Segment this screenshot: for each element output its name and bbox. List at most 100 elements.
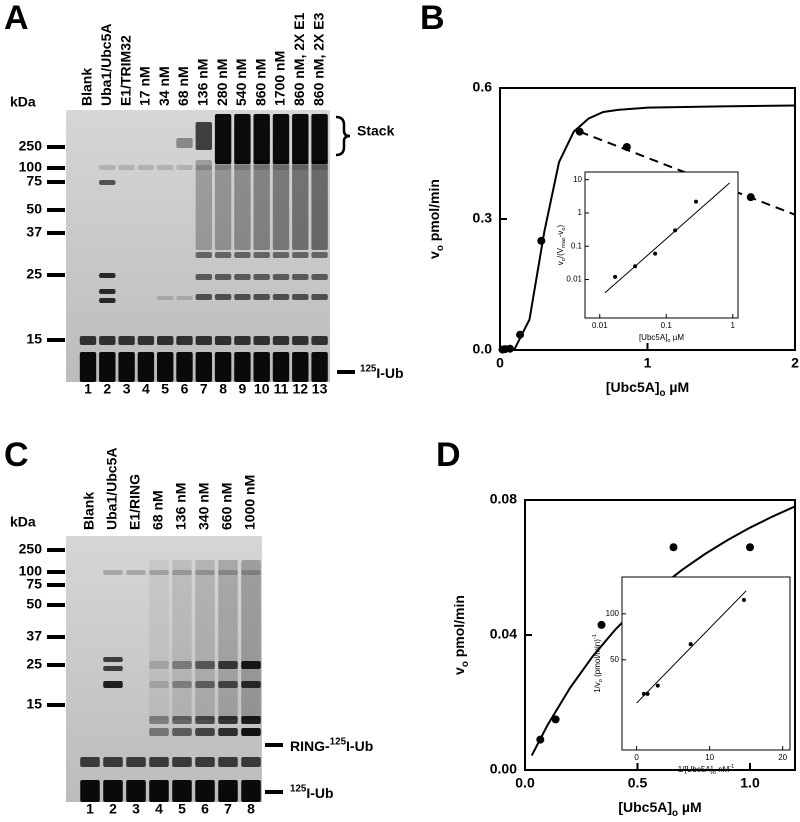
marker-tick (47, 663, 65, 667)
marker-label: 25 (26, 266, 42, 282)
gel-band (311, 274, 328, 280)
gel-band (272, 294, 290, 300)
x-tick-label: 10 (705, 753, 714, 762)
band-label: RING-125I-Ub (290, 736, 373, 754)
gel-band (311, 336, 328, 345)
gel-band (218, 716, 238, 724)
x-tick-label: 0.0 (515, 775, 535, 791)
gel-band (176, 165, 193, 170)
label-tick (265, 790, 283, 794)
label-part: v (451, 667, 467, 675)
marker-label: 50 (26, 596, 42, 612)
lane-label: 860 nM, 2X E3 (310, 12, 326, 106)
gel-band (99, 180, 116, 185)
label-part: (pmol/min) (593, 639, 602, 679)
unit-label: kDa (10, 514, 36, 530)
script-text: 125 (330, 736, 347, 747)
y-tick-label: 100 (606, 609, 620, 618)
gel-band (272, 336, 290, 345)
marker-tick (47, 180, 65, 184)
lane-label: Uba1/Ubc5A (104, 448, 120, 530)
lane-label: Blank (81, 492, 97, 530)
panel-letter: C (4, 436, 29, 474)
gel-band (214, 336, 232, 345)
lane-label: 540 nM (233, 59, 249, 106)
marker-tick (47, 570, 65, 574)
gel-band (195, 757, 215, 767)
label-part: I-Ub (376, 365, 403, 381)
gel-band (195, 570, 215, 575)
gel-band (80, 757, 100, 767)
marker-label: 25 (26, 656, 42, 672)
inset-frame (621, 576, 791, 751)
gel-band (149, 757, 169, 767)
gel-band (241, 570, 261, 575)
gel-band (292, 274, 309, 280)
gel-band (172, 560, 192, 720)
stack-brace (335, 115, 351, 157)
lane-number: 8 (219, 381, 227, 397)
x-tick-label: 0 (634, 753, 639, 762)
y-axis-label: vo/(Vmax-vo) (556, 224, 567, 265)
data-point (597, 620, 606, 629)
lane-number: 12 (293, 381, 309, 397)
gel-band (272, 160, 290, 250)
gel-band (195, 274, 213, 280)
y-tick-label: 0.01 (566, 275, 582, 284)
y-tick-label: 10 (573, 175, 582, 184)
gel-band (311, 252, 328, 258)
marker-label: 15 (26, 696, 42, 712)
lane-label: 860 nM (252, 59, 268, 106)
y-tick-label: 0.6 (473, 79, 493, 95)
lane-label: 136 nM (173, 483, 189, 530)
data-point (741, 598, 746, 603)
gel-band (195, 122, 213, 150)
gel-band (195, 160, 213, 250)
gel-band (176, 138, 193, 148)
gel-band (292, 336, 309, 345)
script-text: o (598, 679, 604, 682)
data-point (653, 251, 658, 256)
gel-band (234, 336, 251, 345)
panel-letter: D (436, 436, 461, 474)
script-text: -1 (729, 764, 734, 770)
lane-label: 660 nM (219, 483, 235, 530)
y-tick-label: 0.1 (571, 241, 583, 250)
script-text: -1 (592, 634, 598, 639)
gel-band (253, 165, 270, 170)
lane-label: E1/TRIM32 (117, 35, 133, 106)
gel-band (137, 352, 155, 382)
gel-band (103, 666, 123, 671)
x-axis-label: [Ubc5A]o µM (618, 799, 701, 819)
lane-number: 2 (109, 801, 117, 817)
gel-band (214, 294, 232, 300)
label-part: 1/[Ubc5A] (678, 765, 713, 774)
label-part: /(V (556, 247, 565, 258)
gel-band (218, 780, 238, 802)
gel-band (241, 757, 261, 767)
gel-band (79, 352, 97, 382)
gel-band (241, 681, 261, 688)
script-text: o (459, 661, 470, 667)
lane-label: 68 nM (150, 490, 166, 530)
gel-band (195, 252, 213, 258)
marker-label: 250 (19, 541, 43, 557)
label-part: µM (666, 379, 690, 395)
data-point (746, 543, 754, 552)
script-text: o (561, 258, 567, 261)
gel-band (241, 560, 261, 720)
gel-band (99, 352, 116, 382)
lane-label: 68 nM (175, 66, 191, 106)
gel-band (156, 165, 174, 170)
gel-band (241, 661, 261, 669)
data-point (551, 715, 560, 724)
lane-number: 4 (142, 381, 150, 397)
gel-band (103, 657, 123, 662)
gel-band (195, 336, 213, 345)
label-part: I-Ub (346, 738, 373, 754)
gel-band (292, 114, 309, 164)
gel-band (172, 681, 192, 688)
lane-number: 9 (239, 381, 247, 397)
gel-band (126, 757, 146, 767)
